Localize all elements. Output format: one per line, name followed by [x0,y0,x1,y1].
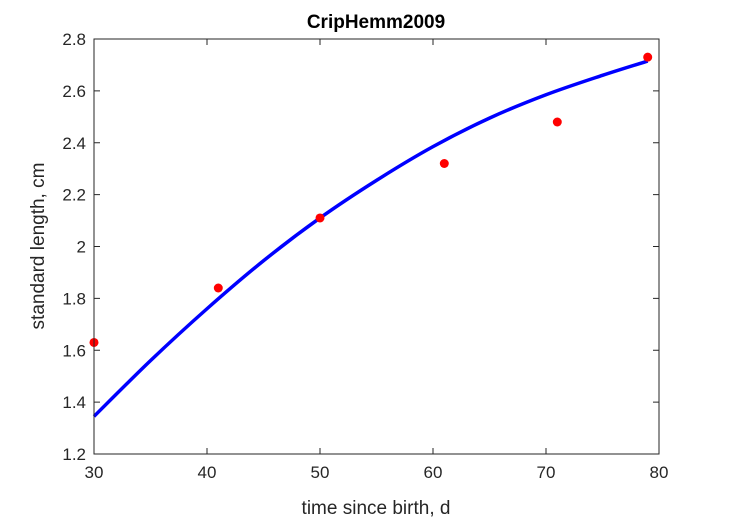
data-point [315,213,325,223]
data-points-layer [89,52,653,347]
y-tick-labels: 1.2 1.4 1.6 1.8 2 2.2 2.4 2.6 2.8 [62,30,86,464]
y-axis-label: standard length, cm [28,163,49,330]
y-tick-label: 2.8 [62,30,86,49]
x-tick-label: 40 [198,463,217,482]
y-tick-label: 2.2 [62,186,86,205]
y-tick-label: 1.8 [62,289,86,308]
x-tick-label: 50 [311,463,330,482]
x-tick-label: 70 [537,463,556,482]
x-tick-label: 30 [85,463,104,482]
y-tick-label: 1.4 [62,393,86,412]
y-tick-label: 2.6 [62,82,86,101]
fit-curve [92,59,649,418]
x-tick-labels: 30 40 50 60 70 80 [85,463,669,482]
y-tick-label: 2.4 [62,134,86,153]
y-tick-label: 1.6 [62,341,86,360]
data-point [439,159,449,168]
fit-curve-layer [92,59,649,418]
plot-frame [93,38,660,455]
y-tick-label: 2 [77,238,86,257]
x-tick-label: 60 [424,463,443,482]
data-point [643,52,653,62]
x-axis-label: time since birth, d [302,498,451,519]
y-tick-label: 1.2 [62,445,86,464]
data-point [213,283,223,293]
x-tick-label: 80 [650,463,669,482]
plot-area [94,39,659,454]
chart-title: CripHemm2009 [307,12,445,33]
data-point [552,117,562,127]
